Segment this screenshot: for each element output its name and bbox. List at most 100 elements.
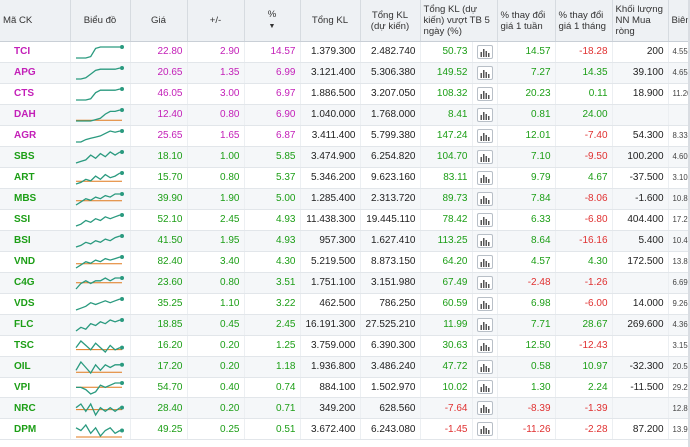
col-symbol[interactable]: Mã CK — [0, 0, 71, 42]
sparkline[interactable] — [70, 418, 131, 441]
col-range[interactable]: Biên độ — [668, 0, 690, 42]
table-row[interactable]: TCI 22.80 2.90 14.57 1.379.300 2.482.740 50.73… — [0, 41, 690, 63]
stock-symbol[interactable]: SBS — [0, 146, 71, 168]
bar-chart-icon[interactable] — [476, 44, 493, 59]
bar-chart-icon[interactable] — [476, 107, 493, 122]
chart-button-cell[interactable] — [472, 335, 498, 357]
sparkline[interactable] — [70, 209, 131, 231]
stock-symbol[interactable]: OIL — [0, 356, 71, 378]
sparkline[interactable] — [70, 125, 131, 147]
bar-chart-icon[interactable] — [476, 86, 493, 101]
col-week-change[interactable]: % thay đổi giá 1 tuần — [497, 0, 556, 42]
bar-chart-icon[interactable] — [476, 212, 493, 227]
chart-button-cell[interactable] — [472, 293, 498, 315]
table-row[interactable]: VDS 35.25 1.10 3.22 462.500 786.250 60.59 6.98-… — [0, 293, 690, 315]
chart-button-cell[interactable] — [472, 167, 498, 189]
chart-button-cell[interactable] — [472, 251, 498, 273]
chart-button-cell[interactable] — [472, 209, 498, 231]
stock-symbol[interactable]: DAH — [0, 104, 71, 126]
bar-chart-icon[interactable] — [476, 380, 493, 395]
stock-symbol[interactable]: BSI — [0, 230, 71, 252]
chart-button-cell[interactable] — [472, 104, 498, 126]
stock-symbol[interactable]: FLC — [0, 314, 71, 336]
col-percent[interactable]: % ▼ — [244, 0, 301, 42]
stock-symbol[interactable]: MBS — [0, 188, 71, 210]
col-month-change[interactable]: % thay đổi giá 1 tháng — [555, 0, 613, 42]
stock-symbol[interactable]: VPI — [0, 377, 71, 399]
stock-symbol[interactable]: TCI — [0, 41, 71, 63]
col-volume[interactable]: Tổng KL — [300, 0, 361, 42]
sparkline[interactable] — [70, 335, 131, 357]
bar-chart-icon[interactable] — [476, 422, 493, 437]
sparkline[interactable] — [70, 167, 131, 189]
bar-chart-icon[interactable] — [476, 254, 493, 269]
table-row[interactable]: CTS 46.05 3.00 6.97 1.886.500 3.207.050 108.32… — [0, 83, 690, 105]
chart-button-cell[interactable] — [472, 418, 498, 441]
stock-symbol[interactable]: VND — [0, 251, 71, 273]
table-row[interactable]: FLC 18.85 0.45 2.45 16.191.300 27.525.210 11.9… — [0, 314, 690, 336]
col-volume-ratio[interactable]: Tổng KL (dự kiến) vượt TB 5 ngày (%) — [420, 0, 498, 42]
chart-button-cell[interactable] — [472, 377, 498, 399]
sort-down-icon[interactable]: ▼ — [268, 23, 276, 30]
bar-chart-icon[interactable] — [476, 170, 493, 185]
bar-chart-icon[interactable] — [476, 359, 493, 374]
stock-symbol[interactable]: C4G — [0, 272, 71, 294]
sparkline[interactable] — [70, 146, 131, 168]
sparkline[interactable] — [70, 397, 131, 420]
sparkline[interactable] — [70, 230, 131, 252]
sparkline[interactable] — [70, 356, 131, 378]
scrollbar[interactable] — [688, 0, 690, 447]
table-row[interactable]: APG 20.65 1.35 6.99 3.121.400 5.306.380 149.52… — [0, 62, 690, 84]
chart-button-cell[interactable] — [472, 397, 498, 420]
table-row[interactable]: SSI 52.10 2.45 4.93 11.438.300 19.445.110 78.4… — [0, 209, 690, 231]
bar-chart-icon[interactable] — [476, 128, 493, 143]
chart-button-cell[interactable] — [472, 41, 498, 63]
table-row[interactable]: VPI 54.70 0.40 0.74 884.100 1.502.970 10.02 1.3… — [0, 377, 690, 399]
chart-button-cell[interactable] — [472, 314, 498, 336]
table-row[interactable]: VND 82.40 3.40 4.30 5.219.500 8.873.150 64.20 4… — [0, 251, 690, 273]
bar-chart-icon[interactable] — [476, 296, 493, 311]
col-chart[interactable]: Biểu đồ — [70, 0, 131, 42]
bar-chart-icon[interactable] — [476, 65, 493, 80]
col-price[interactable]: Giá — [130, 0, 188, 42]
col-forecast-volume[interactable]: Tổng KL (dự kiến) — [360, 0, 421, 42]
table-row[interactable]: NRC 28.40 0.20 0.71 349.200 628.560 -7.64 -8.39… — [0, 397, 690, 420]
table-row[interactable]: DPM 49.25 0.25 0.51 3.672.400 6.243.080 -1.45 -… — [0, 418, 690, 441]
table-row[interactable]: C4G 23.60 0.80 3.51 1.751.100 3.151.980 67.49 -… — [0, 272, 690, 294]
chart-button-cell[interactable] — [472, 356, 498, 378]
stock-symbol[interactable]: NRC — [0, 397, 71, 420]
sparkline[interactable] — [70, 314, 131, 336]
table-row[interactable]: DAH 12.40 0.80 6.90 1.040.000 1.768.000 8.41 0.… — [0, 104, 690, 126]
sparkline[interactable] — [70, 188, 131, 210]
table-row[interactable]: ART 15.70 0.80 5.37 5.346.200 9.623.160 83.11 9… — [0, 167, 690, 189]
chart-button-cell[interactable] — [472, 146, 498, 168]
sparkline[interactable] — [70, 377, 131, 399]
table-row[interactable]: AGR 25.65 1.65 6.87 3.411.400 5.799.380 147.24… — [0, 125, 690, 147]
bar-chart-icon[interactable] — [476, 149, 493, 164]
bar-chart-icon[interactable] — [476, 233, 493, 248]
sparkline[interactable] — [70, 293, 131, 315]
table-row[interactable]: TSC 16.20 0.20 1.25 3.759.000 6.390.300 30.63 1… — [0, 335, 690, 357]
stock-symbol[interactable]: CTS — [0, 83, 71, 105]
bar-chart-icon[interactable] — [476, 401, 493, 416]
sparkline[interactable] — [70, 62, 131, 84]
stock-symbol[interactable]: ART — [0, 167, 71, 189]
chart-button-cell[interactable] — [472, 272, 498, 294]
stock-symbol[interactable]: VDS — [0, 293, 71, 315]
col-foreign-net[interactable]: Khối lượng NN Mua ròng — [612, 0, 669, 42]
sparkline[interactable] — [70, 251, 131, 273]
bar-chart-icon[interactable] — [476, 191, 493, 206]
table-row[interactable]: OIL 17.20 0.20 1.18 1.936.800 3.486.240 47.72 0… — [0, 356, 690, 378]
sparkline[interactable] — [70, 104, 131, 126]
table-row[interactable]: SBS 18.10 1.00 5.85 3.474.900 6.254.820 104.70… — [0, 146, 690, 168]
table-row[interactable]: BSI 41.50 1.95 4.93 957.300 1.627.410 113.25 8.… — [0, 230, 690, 252]
chart-button-cell[interactable] — [472, 188, 498, 210]
chart-button-cell[interactable] — [472, 83, 498, 105]
bar-chart-icon[interactable] — [476, 317, 493, 332]
chart-button-cell[interactable] — [472, 230, 498, 252]
bar-chart-icon[interactable] — [476, 275, 493, 290]
chart-button-cell[interactable] — [472, 125, 498, 147]
stock-symbol[interactable]: AGR — [0, 125, 71, 147]
sparkline[interactable] — [70, 41, 131, 63]
stock-symbol[interactable]: DPM — [0, 418, 71, 441]
